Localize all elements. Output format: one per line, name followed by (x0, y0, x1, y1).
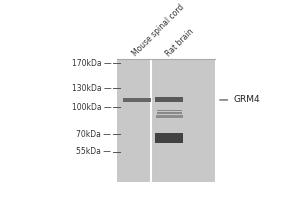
Text: 130kDa —: 130kDa — (72, 84, 111, 93)
FancyBboxPatch shape (156, 115, 183, 118)
Text: 170kDa —: 170kDa — (72, 59, 111, 68)
FancyBboxPatch shape (155, 133, 183, 143)
FancyBboxPatch shape (117, 59, 215, 182)
FancyBboxPatch shape (122, 98, 151, 102)
FancyBboxPatch shape (157, 110, 182, 111)
FancyBboxPatch shape (155, 97, 183, 102)
FancyBboxPatch shape (157, 112, 182, 114)
Text: 100kDa —: 100kDa — (72, 103, 111, 112)
Text: Mouse spinal cord: Mouse spinal cord (130, 3, 186, 58)
Text: Rat brain: Rat brain (164, 27, 196, 58)
Text: 70kDa —: 70kDa — (76, 130, 111, 139)
Text: 55kDa —: 55kDa — (76, 147, 111, 156)
Text: GRM4: GRM4 (220, 95, 260, 104)
